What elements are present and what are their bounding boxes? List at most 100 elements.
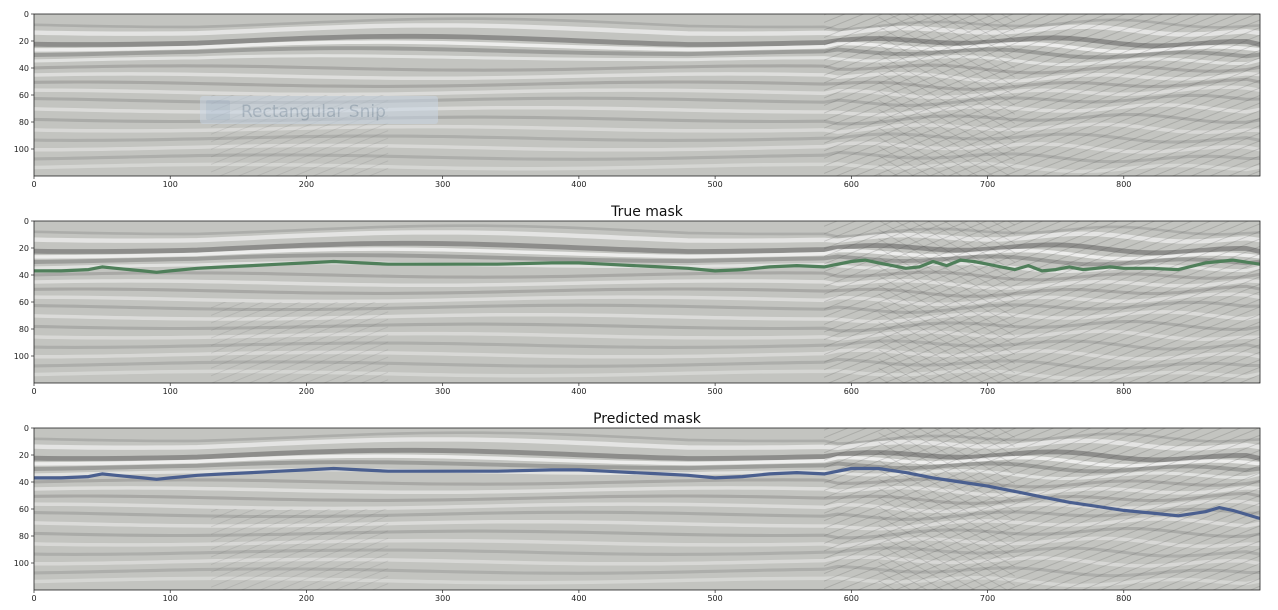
mask-point — [891, 265, 893, 267]
mask-point — [1218, 507, 1220, 509]
x-tick-label: 300 — [435, 180, 450, 189]
x-tick-label: 500 — [707, 180, 722, 189]
mask-point — [224, 266, 226, 268]
seismic-panel-predicted-mask: 0 100 200 300 400 500 600 700 800 0 20 40 60 80 100 Pre… — [14, 411, 1261, 603]
y-tick-label: 80 — [19, 325, 29, 334]
mask-point — [932, 260, 934, 263]
x-tick-label: 0 — [31, 594, 36, 603]
x-tick-label: 200 — [299, 387, 314, 396]
x-tick-label: 800 — [1116, 594, 1131, 603]
mask-point — [251, 472, 253, 474]
mask-point — [959, 481, 961, 483]
x-tick-label: 700 — [980, 387, 995, 396]
mask-point — [442, 263, 444, 265]
mask-point — [115, 474, 117, 476]
mask-point — [1095, 267, 1098, 269]
x-tick-label: 600 — [844, 387, 859, 396]
panel-title: Predicted mask — [593, 411, 702, 427]
mask-point — [496, 470, 498, 472]
y-tick-label: 40 — [19, 478, 29, 487]
x-tick-label: 800 — [1116, 387, 1131, 396]
mask-point — [932, 477, 934, 479]
mask-point — [115, 267, 117, 269]
y-tick-label: 60 — [19, 298, 29, 307]
x-tick-label: 500 — [707, 387, 722, 396]
mask-point — [1177, 515, 1179, 517]
mask-point — [660, 473, 662, 475]
mask-point — [551, 262, 553, 264]
mask-point — [156, 271, 158, 273]
mask-point — [769, 266, 771, 268]
mask-point — [551, 469, 553, 471]
mask-point — [605, 470, 607, 472]
mask-point — [1068, 501, 1070, 503]
mask-point — [1204, 511, 1207, 513]
mask-point — [1041, 496, 1043, 498]
mask-point — [278, 263, 280, 265]
mask-point — [1123, 267, 1125, 269]
x-tick-label: 700 — [980, 594, 995, 603]
x-tick-label: 300 — [435, 594, 450, 603]
mask-point — [169, 477, 171, 479]
mask-point — [796, 472, 798, 474]
mask-point — [196, 474, 199, 476]
seismic-texture — [878, 428, 1015, 590]
mask-point — [1095, 505, 1098, 507]
mask-point — [714, 477, 716, 479]
mask-point — [578, 469, 580, 471]
mask-point — [741, 269, 744, 271]
y-tick-label: 0 — [24, 424, 29, 433]
y-tick-label: 100 — [14, 145, 29, 154]
y-tick-label: 40 — [19, 64, 29, 73]
mask-point — [796, 265, 798, 267]
mask-point — [850, 467, 852, 470]
y-tick-label: 100 — [14, 352, 29, 361]
x-tick-label: 400 — [571, 180, 586, 189]
mask-point — [946, 265, 948, 267]
mask-point — [878, 262, 880, 264]
seismic-panel-top: 0 100 200 300 400 500 600 700 800 0 20 40 60 80 100 — [14, 10, 1261, 189]
y-tick-label: 60 — [19, 505, 29, 514]
mask-point — [850, 260, 852, 263]
panel-title: True mask — [610, 204, 684, 220]
mask-point — [1014, 269, 1016, 271]
x-tick-label: 200 — [299, 594, 314, 603]
mask-point — [142, 477, 144, 479]
mask-point — [1082, 269, 1084, 271]
mask-point — [1109, 266, 1111, 268]
y-tick-label: 20 — [19, 37, 29, 46]
mask-point — [1014, 490, 1016, 492]
mask-point — [1041, 270, 1043, 272]
mask-point — [87, 269, 90, 271]
x-tick-label: 700 — [980, 180, 995, 189]
x-tick-label: 400 — [571, 594, 586, 603]
y-tick-label: 20 — [19, 451, 29, 460]
mask-point — [60, 270, 62, 272]
mask-point — [578, 262, 580, 264]
y-tick-label: 20 — [19, 244, 29, 253]
mask-point — [360, 262, 362, 264]
mask-point — [101, 473, 103, 475]
mask-point — [769, 473, 771, 475]
y-tick-label: 40 — [19, 271, 29, 280]
mask-point — [987, 485, 989, 487]
mask-point — [224, 473, 226, 475]
mask-point — [905, 267, 907, 269]
mask-point — [387, 263, 389, 265]
mask-point — [605, 263, 607, 265]
mask-point — [442, 470, 444, 472]
y-tick-label: 80 — [19, 118, 29, 127]
rectangular-snip-label: Rectangular Snip — [241, 102, 386, 122]
mask-point — [1000, 266, 1002, 268]
mask-point — [864, 259, 866, 261]
y-tick-label: 60 — [19, 91, 29, 100]
mask-point — [196, 267, 199, 269]
mask-point — [305, 262, 307, 264]
y-tick-label: 0 — [24, 10, 29, 19]
mask-point — [660, 266, 662, 268]
mask-point — [305, 469, 307, 471]
mask-point — [333, 467, 335, 470]
mask-point — [169, 270, 171, 272]
y-tick-label: 100 — [14, 559, 29, 568]
